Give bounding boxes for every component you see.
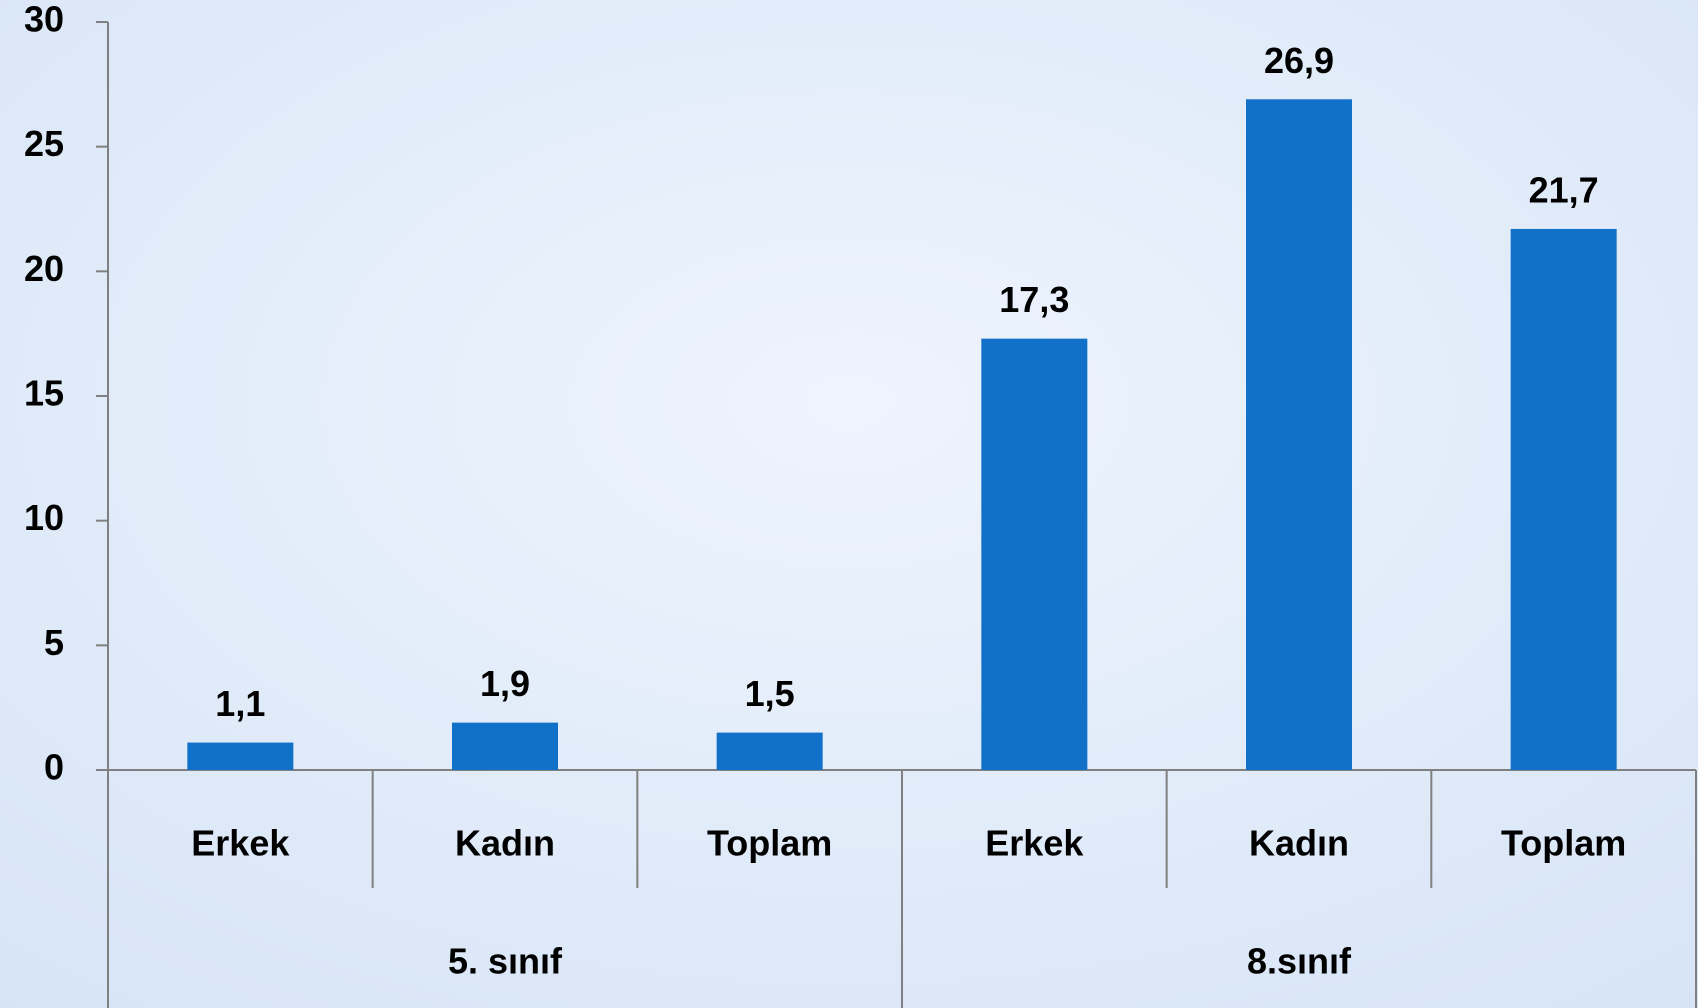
value-label: 21,7 xyxy=(1529,169,1599,210)
y-tick-label: 30 xyxy=(24,0,64,40)
y-tick-label: 25 xyxy=(24,123,64,164)
x-tick-label: Toplam xyxy=(1501,823,1626,864)
value-label: 1,9 xyxy=(480,663,530,704)
bar xyxy=(1246,99,1352,770)
y-tick-label: 10 xyxy=(24,497,64,538)
value-label: 26,9 xyxy=(1264,40,1334,81)
x-tick-label: Toplam xyxy=(707,823,832,864)
x-tick-label: Kadın xyxy=(455,823,555,864)
bar xyxy=(717,733,823,770)
group-label: 8.sınıf xyxy=(1247,941,1352,982)
y-tick-label: 20 xyxy=(24,248,64,289)
y-tick-label: 5 xyxy=(44,622,64,663)
bar xyxy=(452,723,558,770)
x-tick-label: Erkek xyxy=(985,823,1084,864)
chart: 0 5 10 15 20 25 30 1,1 Erkek 1,9 Kadın 1,5 Toplam 17,… xyxy=(0,0,1698,1008)
value-label: 1,1 xyxy=(215,683,265,724)
y-tick-label: 15 xyxy=(24,373,64,414)
x-tick-label: Erkek xyxy=(191,823,290,864)
bar xyxy=(1511,229,1617,770)
bar xyxy=(981,339,1087,770)
x-tick-label: Kadın xyxy=(1249,823,1349,864)
y-tick-label: 0 xyxy=(44,747,64,788)
value-label: 1,5 xyxy=(745,673,795,714)
bar xyxy=(187,743,293,770)
value-label: 17,3 xyxy=(999,279,1069,320)
group-label: 5. sınıf xyxy=(448,941,563,982)
